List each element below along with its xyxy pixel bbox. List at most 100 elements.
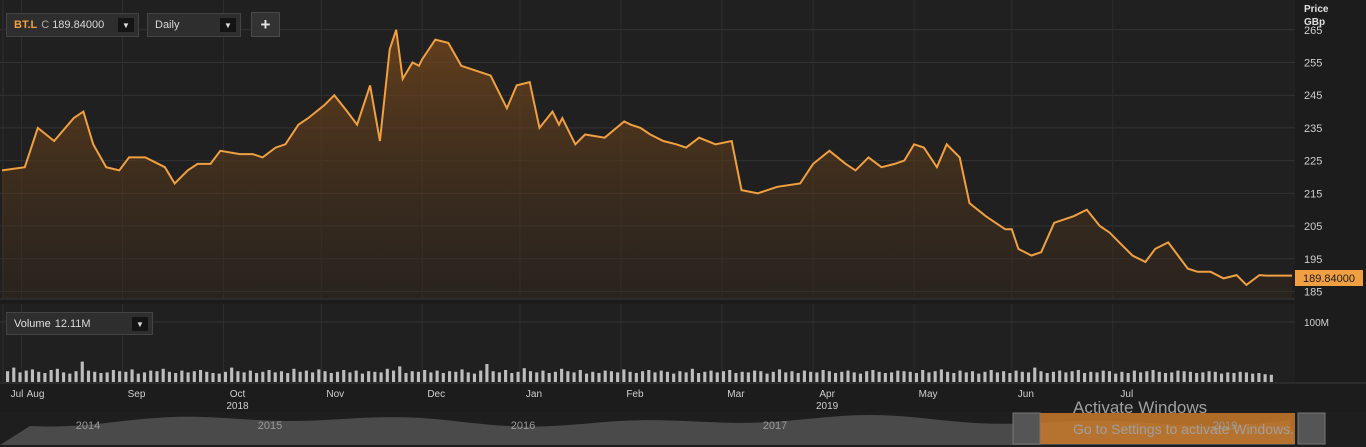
volume-bar [709, 370, 713, 382]
month-label: Oct [230, 389, 246, 400]
volume-bar [933, 371, 937, 382]
volume-bar [62, 372, 66, 382]
price-tick-label: 205 [1304, 221, 1322, 233]
year-label: 2019 [816, 401, 839, 412]
chevron-down-icon[interactable]: ▼ [132, 317, 148, 331]
volume-bar [1070, 371, 1074, 382]
volume-bar [497, 372, 501, 382]
volume-bar [970, 371, 975, 382]
volume-bar [391, 370, 396, 382]
volume-bar [273, 372, 277, 382]
volume-bar [939, 369, 943, 382]
volume-bar [472, 373, 477, 382]
price-tick-label: 225 [1304, 156, 1322, 168]
last-price-tag-bg [1295, 270, 1363, 286]
volume-bar [1269, 374, 1273, 382]
volume-bar [1195, 373, 1199, 382]
volume-bar [198, 370, 203, 382]
volume-bar [180, 370, 184, 382]
volume-bar [410, 371, 414, 382]
volume-bar [697, 373, 701, 382]
symbol-selector[interactable]: BT.L C 189.84000 ▼ [6, 13, 139, 37]
volume-bar [535, 372, 539, 382]
navigator-window[interactable] [1040, 413, 1295, 444]
volume-bar [946, 371, 950, 382]
volume-bar [136, 373, 140, 382]
volume-bar [753, 370, 757, 382]
volume-bar [1008, 373, 1012, 382]
navigator-right-handle[interactable] [1297, 412, 1326, 445]
volume-bar [846, 370, 850, 382]
volume-bar [43, 373, 47, 382]
volume-tick-label: 100M [1304, 318, 1329, 329]
month-label: Feb [626, 389, 644, 400]
volume-bar [1157, 371, 1161, 382]
chevron-down-icon[interactable]: ▼ [220, 18, 236, 32]
navigator-year-label: 2019 [1213, 420, 1237, 432]
volume-bar [1238, 371, 1242, 382]
volume-bar [342, 370, 346, 382]
volume-bar [367, 371, 371, 382]
volume-bar [1107, 371, 1112, 382]
volume-bar [659, 370, 663, 382]
chevron-down-icon[interactable]: ▼ [118, 18, 134, 32]
volume-bar [317, 369, 321, 382]
volume-bar [983, 371, 987, 382]
volume-bar [1257, 373, 1261, 382]
navigator-year-label: 2015 [258, 420, 282, 432]
volume-bar [964, 372, 968, 382]
volume-bar [37, 371, 41, 382]
volume-bar [821, 370, 825, 382]
volume-bar [118, 371, 122, 382]
volume-bar [466, 372, 470, 382]
volume-bar [921, 370, 925, 382]
volume-selector[interactable]: Volume 12.11M ▼ [6, 312, 153, 335]
volume-bar [784, 372, 788, 382]
volume-bar [809, 371, 813, 382]
volume-value: 12.11M [54, 317, 91, 330]
volume-bar [715, 372, 719, 382]
volume-bar [852, 372, 856, 382]
close-flag: C [41, 19, 50, 31]
interval-selector[interactable]: Daily ▼ [147, 13, 241, 37]
volume-bar [1026, 372, 1031, 382]
volume-bar [491, 371, 495, 382]
volume-bar [1201, 372, 1205, 382]
month-label: Aug [27, 389, 45, 400]
volume-bar [311, 372, 315, 382]
volume-bars [6, 361, 1273, 382]
volume-bar [416, 371, 420, 382]
volume-bar [896, 370, 900, 382]
month-label: Jun [1018, 389, 1034, 400]
navigator-left-handle[interactable] [1012, 412, 1041, 445]
price-tick-label: 215 [1304, 188, 1322, 200]
volume-bar [348, 372, 352, 382]
navigator-year-label: 2016 [511, 420, 535, 432]
navigator-year-label: 2017 [763, 420, 787, 432]
volume-bar [771, 371, 775, 382]
volume-bar [1139, 372, 1143, 382]
volume-bar [86, 370, 91, 382]
volume-bar [865, 371, 869, 382]
month-label: Nov [326, 389, 344, 400]
activation-watermark-title: Activate Windows [1073, 398, 1208, 417]
volume-bar [161, 368, 165, 382]
volume-bar [1020, 371, 1024, 382]
volume-bar [734, 373, 738, 382]
add-study-button[interactable]: + [251, 12, 280, 37]
volume-bar [155, 371, 159, 382]
volume-bar [1244, 372, 1248, 382]
volume-bar [890, 372, 894, 382]
volume-bar [902, 371, 906, 382]
volume-bar [1058, 370, 1062, 382]
volume-bar [802, 370, 806, 382]
volume-bar [622, 369, 626, 382]
volume-bar [1132, 370, 1136, 382]
volume-bar [952, 373, 956, 382]
navigator[interactable]: 2014 2015 2016 2017 2019 [0, 412, 1366, 447]
volume-bar [261, 371, 265, 382]
volume-bar [323, 371, 327, 382]
volume-bar [703, 371, 707, 382]
volume-bar [18, 372, 22, 382]
